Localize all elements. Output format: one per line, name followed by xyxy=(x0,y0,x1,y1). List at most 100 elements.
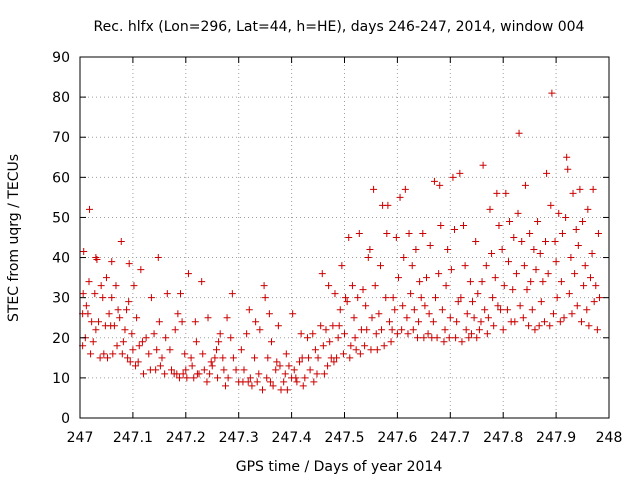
data-point xyxy=(549,310,557,318)
data-point xyxy=(518,238,526,246)
data-point xyxy=(460,221,468,229)
data-point xyxy=(329,322,337,330)
data-point xyxy=(108,258,116,266)
data-point xyxy=(174,310,182,318)
data-point xyxy=(483,330,491,338)
data-point xyxy=(558,229,566,237)
data-point xyxy=(488,250,496,258)
data-point xyxy=(255,370,263,378)
data-point xyxy=(354,294,362,302)
y-tick-label: 50 xyxy=(52,210,70,226)
data-point xyxy=(190,374,198,382)
data-point xyxy=(564,165,572,173)
data-point xyxy=(251,354,259,362)
data-point xyxy=(269,382,277,390)
data-point xyxy=(84,310,92,318)
data-point xyxy=(192,338,200,346)
data-point xyxy=(128,330,136,338)
data-point xyxy=(273,358,281,366)
data-point xyxy=(305,354,313,362)
data-point xyxy=(398,326,406,334)
data-point xyxy=(489,294,497,302)
data-point xyxy=(539,278,547,286)
data-point xyxy=(467,330,475,338)
data-point xyxy=(229,354,237,362)
data-point xyxy=(371,282,379,290)
data-point xyxy=(383,229,391,237)
data-point xyxy=(435,270,443,278)
data-point xyxy=(511,318,519,326)
data-point xyxy=(384,201,392,209)
data-point xyxy=(352,346,360,354)
data-point xyxy=(592,282,600,290)
data-point xyxy=(577,318,585,326)
data-point xyxy=(433,334,441,342)
data-point xyxy=(244,378,252,386)
y-tick-label: 90 xyxy=(52,50,70,66)
data-point xyxy=(444,246,452,254)
data-point xyxy=(282,350,290,358)
data-point xyxy=(125,298,133,306)
data-point xyxy=(572,225,580,233)
data-point xyxy=(289,310,297,318)
data-point xyxy=(465,334,473,342)
data-point xyxy=(510,234,518,241)
data-point xyxy=(356,350,364,358)
data-point xyxy=(166,346,174,354)
data-point xyxy=(562,213,570,221)
data-point xyxy=(203,378,211,386)
data-point xyxy=(447,266,455,274)
data-point xyxy=(130,282,138,290)
data-point xyxy=(113,342,121,350)
data-point xyxy=(135,342,143,350)
y-tick-label: 60 xyxy=(52,170,70,186)
data-point xyxy=(436,181,444,189)
data-point xyxy=(330,358,338,366)
data-point xyxy=(520,262,528,270)
data-point xyxy=(320,370,328,378)
data-point xyxy=(177,290,185,298)
data-point xyxy=(150,330,158,338)
data-point xyxy=(265,310,273,318)
data-point xyxy=(293,378,301,386)
data-point xyxy=(168,366,176,374)
data-point xyxy=(543,169,551,177)
data-point xyxy=(588,250,596,258)
data-point xyxy=(178,318,186,326)
data-point xyxy=(296,358,304,366)
data-point xyxy=(191,318,199,326)
data-point xyxy=(139,370,147,378)
x-tick-label: 247.6 xyxy=(377,430,417,446)
data-point xyxy=(504,258,512,266)
data-point xyxy=(227,334,235,342)
data-point xyxy=(499,326,507,334)
data-point xyxy=(445,334,453,342)
data-point xyxy=(266,378,274,386)
data-point xyxy=(389,294,397,302)
data-point xyxy=(363,326,371,334)
data-point xyxy=(99,294,107,302)
data-point xyxy=(581,262,589,270)
data-point xyxy=(595,294,603,302)
data-point xyxy=(526,229,534,237)
data-point xyxy=(317,322,325,330)
data-point xyxy=(373,346,381,354)
data-point xyxy=(516,302,524,310)
data-point xyxy=(366,246,374,254)
data-point xyxy=(91,290,99,298)
data-point xyxy=(425,310,433,318)
data-point xyxy=(243,330,251,338)
data-point xyxy=(155,318,163,326)
data-point xyxy=(280,378,288,386)
data-point xyxy=(259,386,267,394)
data-point xyxy=(116,314,124,322)
data-point xyxy=(372,330,380,338)
data-point xyxy=(240,366,248,374)
data-point xyxy=(138,338,146,346)
x-tick-label: 247.9 xyxy=(536,430,576,446)
data-point xyxy=(585,322,593,330)
data-points xyxy=(79,89,603,394)
data-point xyxy=(486,205,494,213)
data-point xyxy=(237,346,245,354)
data-point xyxy=(446,314,454,322)
